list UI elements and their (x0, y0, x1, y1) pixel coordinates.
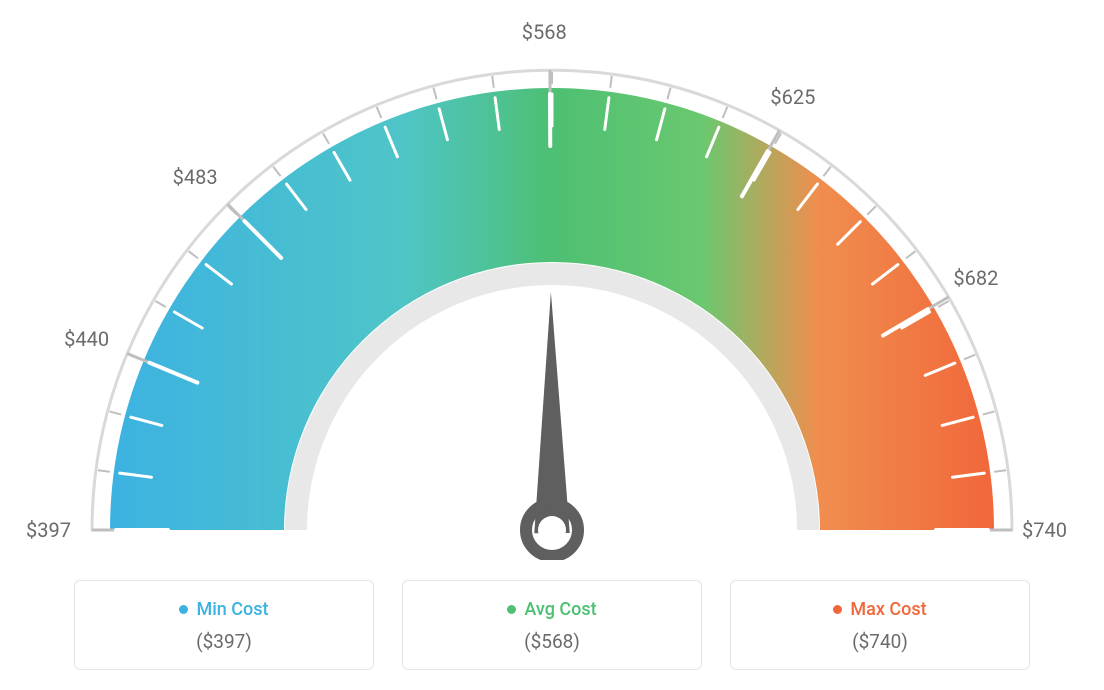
legend-dot-max (833, 605, 842, 614)
legend-label-max: Max Cost (850, 599, 926, 620)
gauge-tick-label: $483 (173, 165, 218, 189)
legend-dot-avg (507, 605, 516, 614)
legend-top: Min Cost (179, 599, 268, 620)
legend-row: Min Cost ($397) Avg Cost ($568) Max Cost… (0, 580, 1104, 670)
legend-label-min: Min Cost (196, 599, 268, 620)
gauge-tick-label: $625 (770, 85, 815, 109)
legend-value-max: ($740) (852, 630, 908, 653)
cost-gauge-chart: $397 $440 $483 $568 $625 $682 $740 (0, 0, 1104, 560)
legend-top: Avg Cost (507, 599, 596, 620)
gauge-tick-label: $440 (64, 327, 109, 351)
gauge-tick-label: $397 (26, 518, 71, 542)
gauge-tick-label: $682 (953, 266, 998, 290)
legend-value-avg: ($568) (524, 630, 580, 653)
legend-value-min: ($397) (196, 630, 252, 653)
gauge-svg (0, 0, 1104, 560)
legend-card-avg: Avg Cost ($568) (402, 580, 702, 670)
legend-label-avg: Avg Cost (524, 599, 596, 620)
gauge-tick-label: $740 (1022, 518, 1067, 542)
legend-card-min: Min Cost ($397) (74, 580, 374, 670)
legend-dot-min (179, 605, 188, 614)
gauge-tick-label: $568 (522, 20, 567, 44)
legend-card-max: Max Cost ($740) (730, 580, 1030, 670)
legend-top: Max Cost (833, 599, 926, 620)
